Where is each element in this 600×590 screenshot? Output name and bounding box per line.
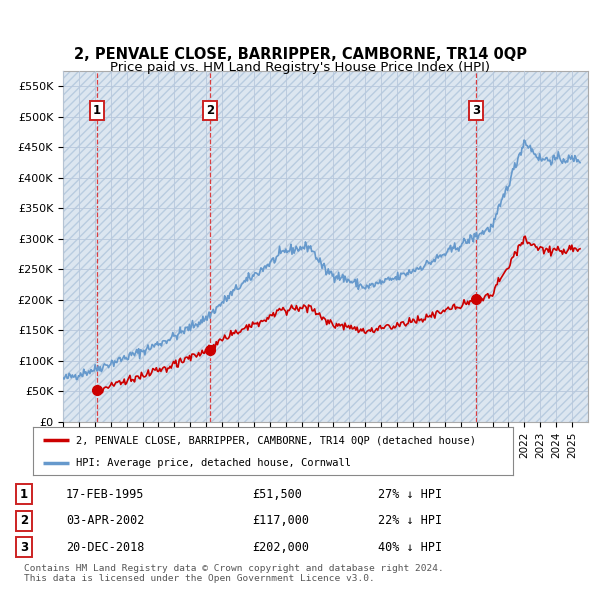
Text: £51,500: £51,500 [252,487,302,501]
Text: 1: 1 [20,487,28,501]
Text: 03-APR-2002: 03-APR-2002 [66,514,145,527]
Text: 27% ↓ HPI: 27% ↓ HPI [378,487,442,501]
Text: 2: 2 [20,514,28,527]
Text: 3: 3 [20,540,28,554]
Text: 2, PENVALE CLOSE, BARRIPPER, CAMBORNE, TR14 0QP (detached house): 2, PENVALE CLOSE, BARRIPPER, CAMBORNE, T… [76,435,476,445]
Text: 1: 1 [92,104,101,117]
Text: 22% ↓ HPI: 22% ↓ HPI [378,514,442,527]
Text: 2, PENVALE CLOSE, BARRIPPER, CAMBORNE, TR14 0QP: 2, PENVALE CLOSE, BARRIPPER, CAMBORNE, T… [74,47,527,62]
Text: £202,000: £202,000 [252,540,309,554]
Text: Price paid vs. HM Land Registry's House Price Index (HPI): Price paid vs. HM Land Registry's House … [110,61,490,74]
Text: Contains HM Land Registry data © Crown copyright and database right 2024.
This d: Contains HM Land Registry data © Crown c… [24,563,444,583]
Text: 20-DEC-2018: 20-DEC-2018 [66,540,145,554]
Text: HPI: Average price, detached house, Cornwall: HPI: Average price, detached house, Corn… [76,458,351,468]
Text: 2: 2 [206,104,214,117]
Text: £117,000: £117,000 [252,514,309,527]
Text: 40% ↓ HPI: 40% ↓ HPI [378,540,442,554]
Text: 17-FEB-1995: 17-FEB-1995 [66,487,145,501]
Text: 3: 3 [472,104,480,117]
